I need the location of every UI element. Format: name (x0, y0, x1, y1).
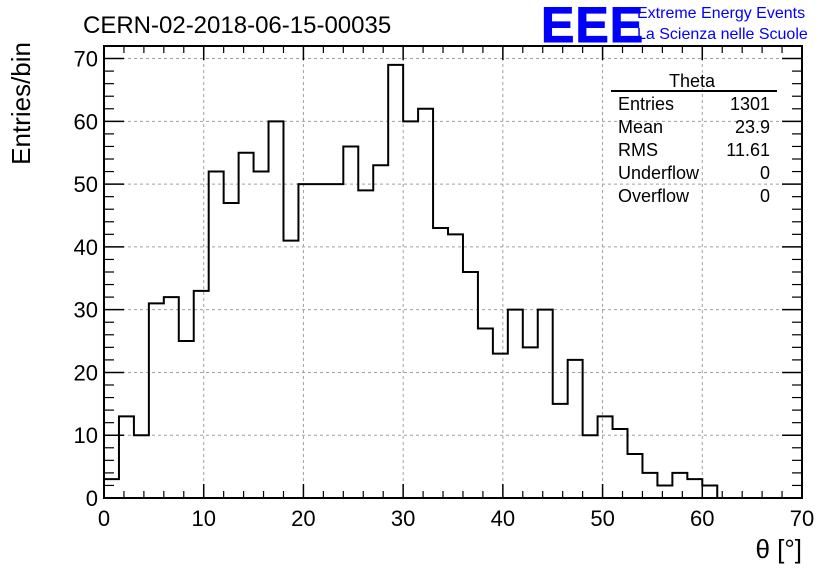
stats-value-entries: 1301 (730, 94, 770, 114)
stats-value-overflow: 0 (760, 186, 770, 206)
stats-label-rms: RMS (618, 140, 658, 160)
x-tick-label: 10 (191, 506, 215, 531)
x-tick-label: 70 (790, 506, 814, 531)
x-tick-label: 40 (491, 506, 515, 531)
org-name-line2: La Scienza nelle Scuole (637, 26, 808, 43)
axis-ticks (103, 45, 803, 499)
stats-value-rms: 11.61 (726, 140, 770, 160)
grid-lines (104, 46, 802, 498)
stats-rows: Entries 1301 Mean 23.9 RMS 11.61 Underfl… (618, 94, 770, 206)
y-tick-label: 20 (74, 360, 98, 385)
stats-label-overflow: Overflow (618, 186, 690, 206)
x-axis-title: θ [°] (755, 534, 802, 564)
y-tick-label: 50 (74, 172, 98, 197)
stats-label-entries: Entries (618, 94, 674, 114)
stats-label-mean: Mean (618, 117, 663, 137)
y-tick-label: 40 (74, 235, 98, 260)
eee-logo: EEE (541, 0, 644, 53)
org-name-line1: Extreme Energy Events (637, 5, 805, 22)
stats-box: Theta Entries 1301 Mean 23.9 RMS 11.61 U… (611, 71, 777, 206)
stats-value-underflow: 0 (760, 163, 770, 183)
y-tick-label: 30 (74, 298, 98, 323)
y-tick-label: 60 (74, 109, 98, 134)
y-tick-label: 70 (74, 47, 98, 72)
x-tick-label: 20 (291, 506, 315, 531)
x-tick-label: 0 (98, 506, 110, 531)
x-tick-label: 50 (590, 506, 614, 531)
y-tick-label: 0 (86, 486, 98, 511)
stats-label-underflow: Underflow (618, 163, 700, 183)
x-tick-label: 30 (391, 506, 415, 531)
y-tick-labels: 0 10 20 30 40 50 60 70 (74, 47, 98, 511)
x-tick-label: 60 (690, 506, 714, 531)
stats-value-mean: 23.9 (735, 117, 770, 137)
y-tick-label: 10 (74, 423, 98, 448)
stats-title: Theta (669, 71, 716, 91)
y-axis-title: Entries/bin (6, 42, 36, 165)
histogram-outline (103, 63, 733, 499)
run-title: CERN-02-2018-06-15-00035 (83, 12, 391, 39)
x-tick-labels: 0 10 20 30 40 50 60 70 (98, 506, 814, 531)
